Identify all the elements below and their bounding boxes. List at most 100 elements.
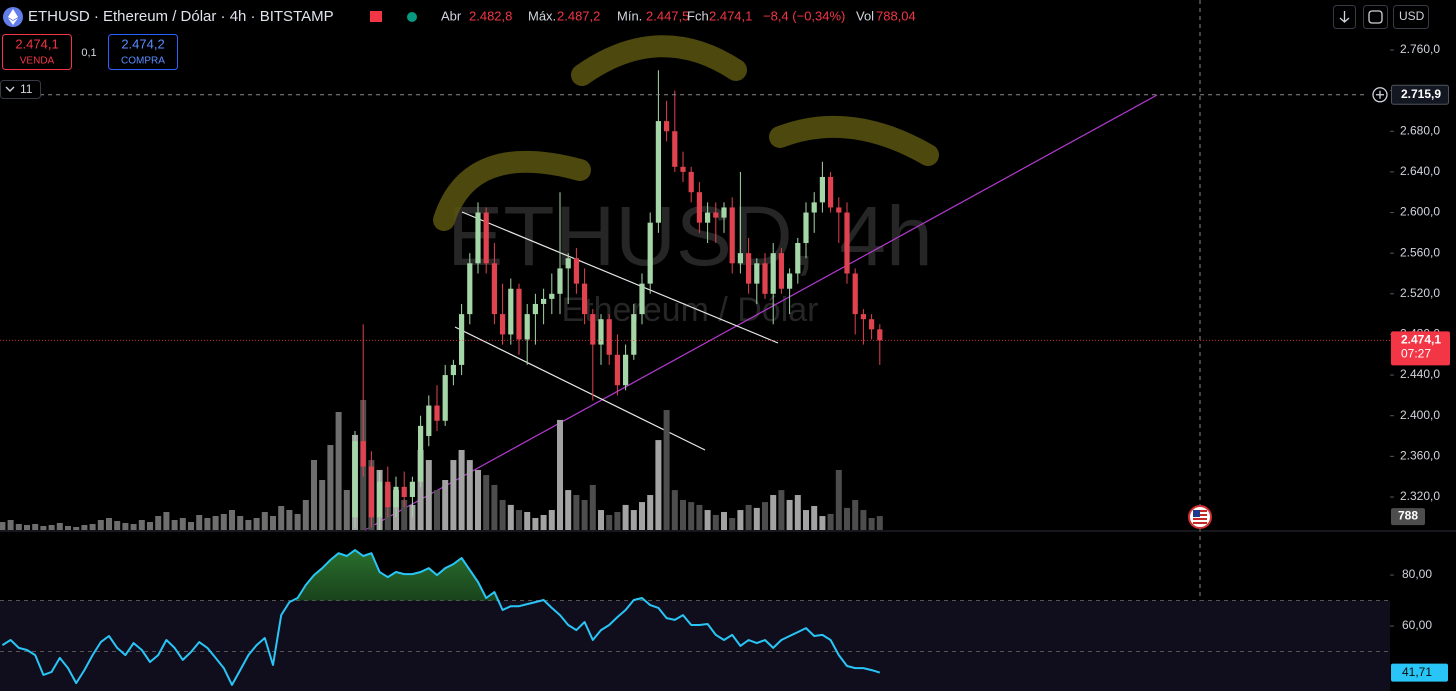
volume-bar (721, 511, 727, 530)
reset-button[interactable] (1363, 5, 1388, 29)
volume-bar (196, 515, 203, 530)
rsi-tick-label: 60,00 (1402, 618, 1432, 632)
volume-bar (7, 520, 14, 530)
volume-layer (0, 399, 883, 530)
volume-bar (40, 526, 47, 530)
candle-body (590, 314, 596, 345)
download-button[interactable] (1333, 5, 1356, 29)
candle-body (664, 121, 670, 132)
volume-bar (0, 521, 6, 530)
candle-body (623, 354, 629, 386)
volume-bar (803, 510, 809, 530)
candle-body (836, 207, 842, 213)
volume-bar (343, 490, 350, 530)
y-tick-label: 2.680,0 (1400, 123, 1440, 137)
candle-body (787, 273, 793, 289)
candle-body (467, 263, 473, 315)
price-axis: 2.320,02.360,02.400,02.440,02.480,02.520… (1372, 42, 1450, 682)
candle-body (803, 212, 809, 244)
sell-label: VENDA (20, 56, 55, 67)
sell-button[interactable]: 2.474,1 VENDA (2, 34, 72, 70)
symbol-title[interactable]: ETHUSD · Ethereum / Dólar · 4h · BITSTAM… (28, 8, 334, 25)
add-alert-plus (1376, 90, 1384, 99)
trend-line (461, 211, 779, 344)
buy-button[interactable]: 2.474,2 COMPRA (108, 34, 178, 70)
volume-bar (819, 516, 826, 530)
candle-body (844, 212, 850, 274)
candle-body (688, 171, 694, 193)
volume-bar (598, 510, 604, 530)
volume-bar (89, 523, 96, 530)
ohlc-value: 2.474,1 (709, 8, 752, 23)
volume-box (1391, 508, 1425, 526)
candle-body (532, 303, 538, 315)
candle-body (549, 293, 555, 299)
volume-bar (163, 511, 170, 530)
candle-body (541, 298, 547, 304)
candle-layer (352, 70, 883, 530)
volume-bar (32, 523, 39, 530)
candle-body (705, 212, 711, 223)
y-tick-label: 2.360,0 (1400, 449, 1440, 463)
overlay-lines (0, 94, 1390, 341)
ohlc-value: 2.487,2 (557, 8, 600, 23)
candle-body (746, 253, 752, 284)
volume-bar (696, 504, 703, 530)
volume-bar (630, 510, 637, 530)
crosshair-label: 2.715,9 (1401, 87, 1441, 101)
add-alert-button[interactable] (1372, 87, 1388, 103)
candle-body (500, 314, 506, 335)
volume-bar (786, 499, 793, 530)
buy-price: 2.474,2 (121, 36, 164, 51)
volume-bar (114, 521, 121, 530)
candle-body (877, 329, 883, 341)
currency-button[interactable]: USD (1393, 5, 1429, 29)
volume-bar (581, 499, 588, 530)
ohlc-value: 2.447,5 (646, 8, 689, 23)
volume-bar (614, 511, 621, 530)
volume-bar (15, 523, 22, 530)
volume-bar (179, 518, 186, 530)
flag[interactable] (370, 11, 382, 22)
volume-bar (680, 499, 686, 530)
y-tick-label: 2.640,0 (1400, 164, 1440, 178)
candle-body (450, 364, 456, 376)
candle-body (401, 486, 407, 497)
candle-body (672, 131, 678, 167)
candle-body (713, 212, 719, 218)
candle-body (573, 258, 579, 284)
volume-bar (737, 510, 744, 530)
candle-body (754, 263, 760, 284)
drawings (433, 35, 939, 231)
event-icon[interactable] (1188, 505, 1212, 529)
candle-body (557, 268, 563, 294)
candle-body (442, 375, 448, 421)
candle-body (483, 212, 489, 264)
volume-bar (81, 525, 88, 530)
candle-body (737, 253, 743, 264)
volume-bar (860, 510, 867, 530)
candle-body (426, 405, 432, 437)
trend-line (364, 94, 1158, 531)
candle-body (647, 222, 653, 284)
candle-body (680, 166, 686, 172)
volume-bar (450, 460, 457, 530)
volume-bar (794, 495, 801, 530)
candle-body (459, 314, 465, 365)
volume-bar (844, 507, 850, 530)
candle-body (524, 314, 530, 340)
y-tick-label: 2.520,0 (1400, 286, 1440, 300)
candle-body (614, 354, 620, 386)
candle-body (385, 481, 391, 508)
watermark-symbol: ETHUSD, 4h (447, 189, 932, 283)
volume-bar (220, 513, 227, 530)
collapse-indicators[interactable]: 11 (0, 80, 41, 99)
candle-body (606, 319, 612, 355)
volume-bar (466, 460, 473, 530)
volume-bar (753, 507, 760, 530)
candle-body (770, 253, 776, 294)
volume-bar (516, 510, 522, 530)
volume-bar (729, 517, 736, 530)
candle-body (352, 441, 358, 518)
